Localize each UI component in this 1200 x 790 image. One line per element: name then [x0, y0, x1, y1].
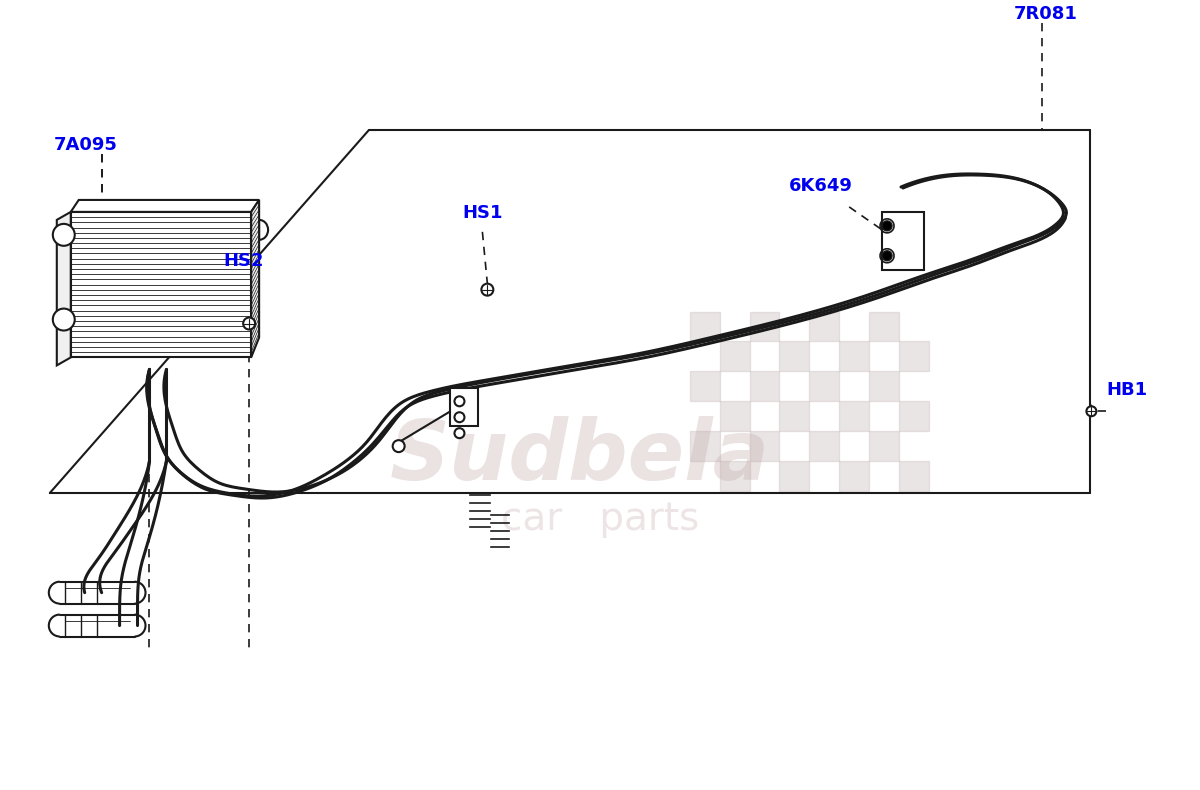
Bar — [780, 341, 809, 371]
Circle shape — [53, 309, 74, 330]
Circle shape — [882, 250, 892, 261]
Bar — [899, 461, 929, 491]
Circle shape — [455, 428, 464, 438]
Circle shape — [392, 440, 404, 452]
Bar — [720, 341, 750, 371]
Bar — [690, 311, 720, 341]
Bar — [869, 371, 899, 401]
Text: HS2: HS2 — [223, 252, 264, 269]
Circle shape — [882, 221, 892, 231]
Bar — [690, 371, 720, 401]
Text: 7A095: 7A095 — [54, 136, 118, 154]
Text: HS1: HS1 — [462, 204, 503, 222]
Bar — [450, 389, 479, 426]
Text: 6K649: 6K649 — [790, 177, 853, 195]
Circle shape — [481, 284, 493, 295]
Polygon shape — [71, 200, 259, 212]
Bar — [839, 461, 869, 491]
Bar — [780, 461, 809, 491]
Bar — [882, 212, 924, 269]
Bar — [750, 311, 780, 341]
Circle shape — [455, 412, 464, 422]
Bar — [720, 461, 750, 491]
Bar — [71, 212, 251, 357]
Bar — [750, 431, 780, 461]
Bar — [809, 311, 839, 341]
Text: 7R081: 7R081 — [1014, 5, 1078, 23]
Circle shape — [455, 397, 464, 406]
Circle shape — [1086, 406, 1097, 416]
Text: HB1: HB1 — [1106, 382, 1147, 399]
Text: car   parts: car parts — [500, 500, 700, 538]
Bar — [780, 401, 809, 431]
Bar — [690, 431, 720, 461]
Circle shape — [244, 318, 256, 329]
Bar — [869, 431, 899, 461]
Bar — [839, 341, 869, 371]
Bar — [899, 401, 929, 431]
Bar — [869, 311, 899, 341]
Text: Sudbela: Sudbela — [390, 416, 770, 497]
Polygon shape — [56, 212, 71, 366]
Bar — [899, 341, 929, 371]
Polygon shape — [251, 200, 259, 357]
Bar — [750, 371, 780, 401]
Circle shape — [53, 224, 74, 246]
Bar — [720, 401, 750, 431]
Bar — [809, 371, 839, 401]
Bar — [809, 431, 839, 461]
Bar — [839, 401, 869, 431]
